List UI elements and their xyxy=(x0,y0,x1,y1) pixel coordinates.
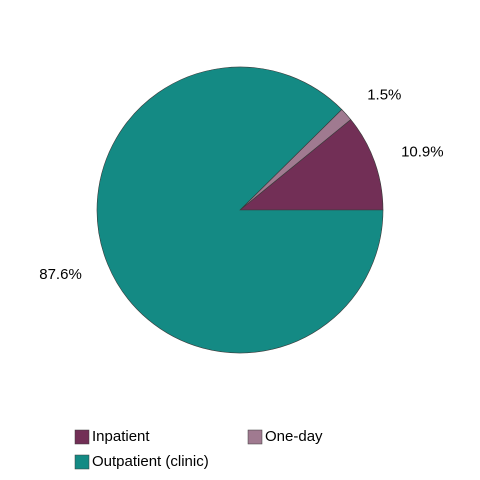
data-label: 87.6% xyxy=(39,266,82,283)
legend-swatch xyxy=(247,429,263,445)
pie-slice xyxy=(239,119,384,211)
pie-slice xyxy=(96,66,384,354)
legend-label: Inpatient xyxy=(92,428,150,445)
legend-label: Outpatient (clinic) xyxy=(92,453,209,470)
legend-label: One-day xyxy=(265,428,323,445)
data-label: 10.9% xyxy=(401,144,444,161)
data-label: 1.5% xyxy=(367,87,401,104)
legend-swatch xyxy=(74,429,90,445)
legend-swatch xyxy=(74,454,90,470)
